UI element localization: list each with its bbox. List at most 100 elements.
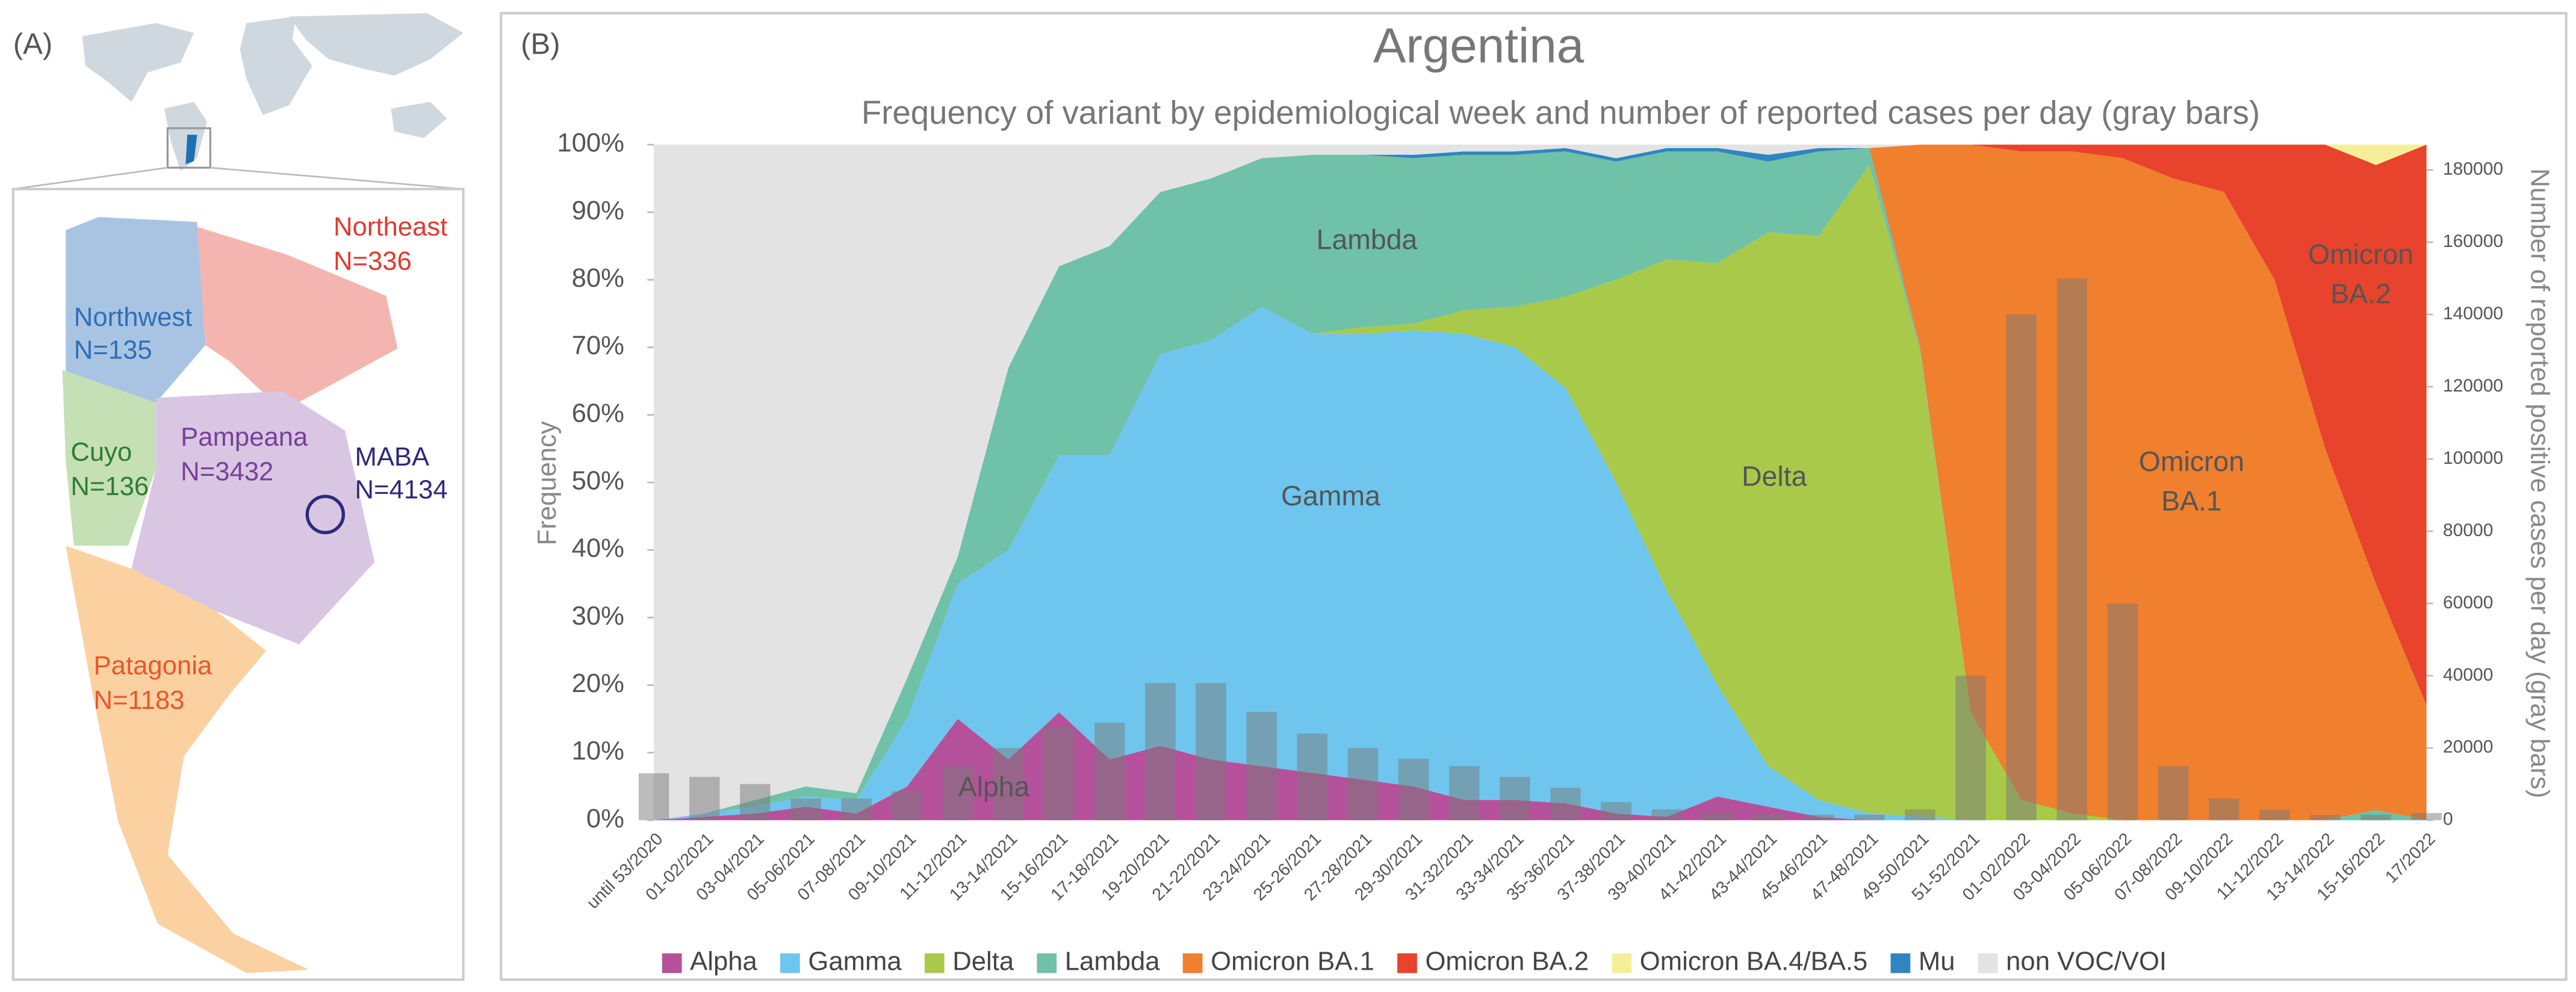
- chart-title: Argentina: [1373, 19, 1584, 73]
- plot: 0% 10% 20% 30% 40% 50% 60% 70% 80% 90% 100% 0 20000 4…: [557, 128, 2503, 976]
- legend-swatch: [780, 953, 800, 973]
- legend-swatch: [1890, 953, 1911, 973]
- region-labels: Northeast N=336 Northwest N=135 Cuyo N=1…: [70, 212, 447, 715]
- y-tick-label: 0%: [586, 803, 624, 833]
- region-count: N=136: [70, 472, 149, 501]
- case-bar: [1601, 802, 1631, 820]
- chart-subtitle: Frequency of variant by epidemiological …: [861, 94, 2260, 131]
- case-bar: [2107, 603, 2138, 820]
- region-name: MABA: [355, 442, 430, 472]
- annotation: Alpha: [958, 771, 1030, 802]
- area: [654, 145, 2427, 820]
- region-northwest: [66, 217, 206, 403]
- world-map: [82, 13, 464, 171]
- case-bar: [1803, 814, 1834, 820]
- legend-swatch: [924, 953, 945, 973]
- case-bar: [1398, 758, 1429, 820]
- maba-circle: [305, 494, 346, 534]
- area: [654, 307, 2427, 820]
- case-bar: [1550, 787, 1581, 820]
- continent: [240, 16, 312, 116]
- y2-axis-label: Number of reported positive cases per da…: [2525, 168, 2555, 798]
- panel-a: (A) Northeast N=336 Northwest N=135 Cuyo…: [11, 13, 465, 981]
- case-bar: [2411, 813, 2442, 820]
- case-bar: [1955, 675, 1986, 820]
- y-tick-label: 60%: [572, 398, 624, 428]
- case-bar: [892, 791, 923, 820]
- case-bar: [1043, 726, 1075, 820]
- legend-label: Omicron BA.4/BA.5: [1640, 947, 1867, 976]
- legend-label: Lambda: [1065, 947, 1160, 976]
- zoom-line: [210, 167, 464, 190]
- continent: [82, 23, 194, 102]
- y-tick-label: 20%: [572, 669, 624, 698]
- case-bar: [993, 747, 1024, 820]
- region-pampeana: [131, 391, 375, 644]
- case-bar: [1448, 766, 1480, 820]
- y2-tick-label: 100000: [2443, 448, 2503, 468]
- legend-label: Alpha: [690, 947, 757, 976]
- y-tick-label: 70%: [572, 331, 624, 360]
- legend-swatch: [662, 953, 682, 973]
- case-bar: [689, 776, 720, 820]
- y-axis-label: Frequency: [532, 421, 562, 545]
- region-name: Cuyo: [70, 437, 132, 467]
- legend-label: Mu: [1919, 947, 1955, 976]
- region-count: N=1183: [94, 685, 185, 715]
- region-name: Patagonia: [94, 651, 213, 681]
- annotation: Lambda: [1317, 223, 1418, 255]
- region-count: N=336: [334, 246, 412, 276]
- annotation: Delta: [1742, 460, 1807, 491]
- legend-label: Delta: [952, 947, 1014, 976]
- annotation: Omicron: [2308, 239, 2413, 270]
- y2-tick-label: 180000: [2443, 159, 2503, 179]
- case-bar: [942, 766, 973, 820]
- y-tick-label: 30%: [572, 601, 624, 631]
- argentina: [185, 134, 197, 164]
- y-tick-label: 100%: [557, 128, 624, 158]
- y2-tick-label: 60000: [2443, 593, 2493, 613]
- y2-tick-label: 80000: [2443, 520, 2493, 540]
- y2-tick-label: 140000: [2443, 304, 2503, 323]
- x-tick-label: 17/2022: [2382, 829, 2439, 887]
- continent: [289, 13, 464, 76]
- case-bar: [1500, 776, 1530, 820]
- continent: [164, 102, 207, 171]
- y2-tick-label: 160000: [2443, 231, 2503, 251]
- annotation: Gamma: [1281, 480, 1380, 511]
- legend-swatch: [1182, 953, 1203, 973]
- y-tick-label: 50%: [572, 466, 624, 496]
- legend-swatch: [1612, 953, 1632, 973]
- case-bar: [1905, 809, 1935, 820]
- case-bar: [1651, 809, 1682, 820]
- case-bar: [1702, 813, 1733, 820]
- y-tick-label: 10%: [572, 736, 624, 766]
- legend-label: Omicron BA.1: [1211, 947, 1374, 976]
- legend-swatch: [1397, 953, 1417, 973]
- region-count: N=3432: [181, 457, 273, 487]
- case-bar: [1246, 711, 1277, 820]
- case-bar: [638, 773, 669, 820]
- region-name: Pampeana: [181, 422, 308, 452]
- case-bar: [1297, 733, 1328, 820]
- case-bar: [1854, 814, 1885, 820]
- area: [654, 148, 2427, 820]
- case-bar: [740, 784, 771, 820]
- region-name: Northeast: [334, 212, 447, 242]
- legend-label: non VOC/VOI: [2006, 947, 2167, 976]
- continent: [391, 102, 447, 139]
- y-tick-label: 80%: [572, 263, 624, 293]
- annotation: BA.2: [2330, 278, 2391, 309]
- region-name: Northwest: [74, 302, 193, 332]
- region-patagonia: [66, 546, 309, 973]
- case-bar: [1145, 682, 1176, 820]
- area: [654, 145, 2427, 820]
- annotation: Omicron: [2139, 446, 2244, 477]
- panel-frame: [500, 11, 2568, 981]
- case-bar: [1196, 682, 1226, 820]
- y-tick-label: 90%: [572, 196, 624, 225]
- legend-label: Omicron BA.2: [1425, 947, 1589, 976]
- case-bar: [2006, 314, 2037, 820]
